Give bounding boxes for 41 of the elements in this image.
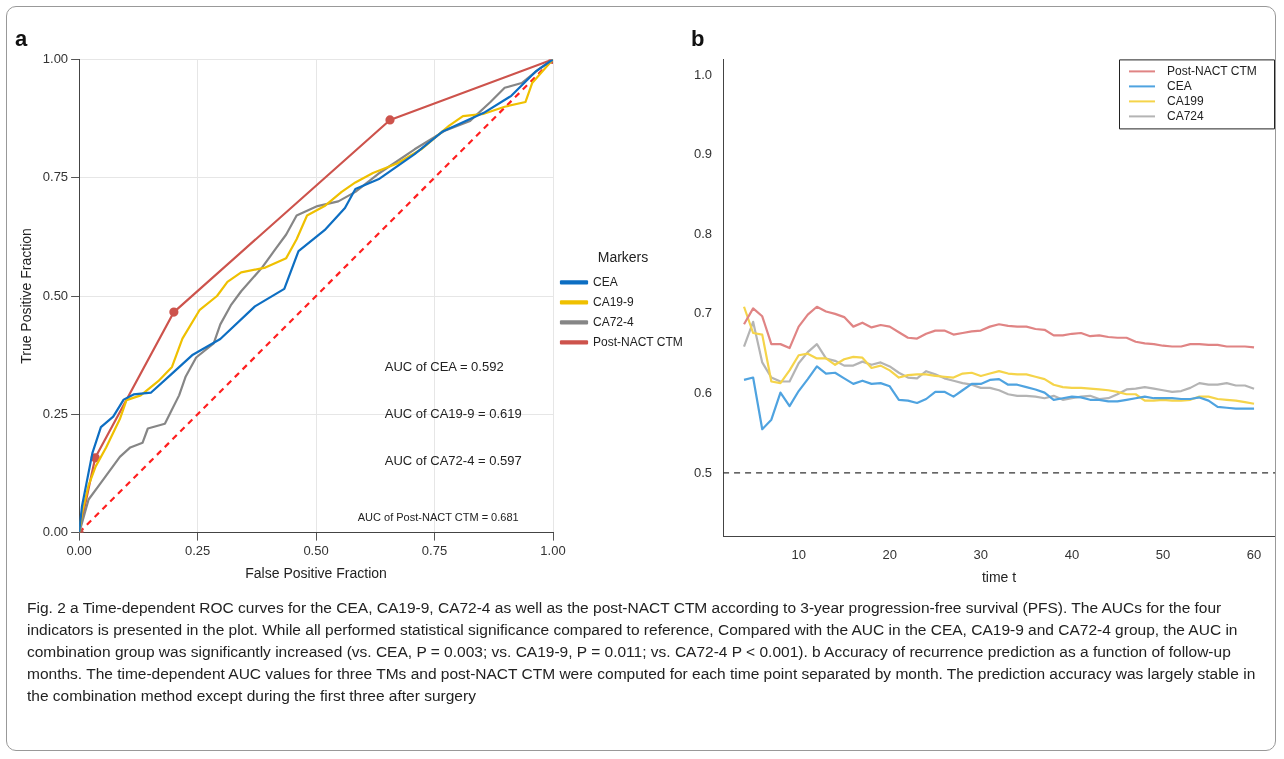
- chart-title: b: [691, 26, 705, 52]
- y-tick-label: 1.00: [42, 50, 69, 66]
- x-tick-label: 0.25: [184, 542, 211, 558]
- x-tick-label: 1.00: [540, 542, 566, 558]
- annotation: AUC of Post-NACT CTM = 0.681: [357, 511, 519, 524]
- legend-title: Markers: [597, 249, 649, 266]
- y-tick-label: 0.5: [693, 464, 713, 480]
- x-tick-label: 60: [1246, 546, 1262, 562]
- y-tick-label: 0.7: [693, 305, 713, 321]
- legend-label: CEA: [593, 274, 618, 289]
- x-axis-title: time t: [981, 569, 1017, 586]
- y-tick-label: 0.75: [42, 169, 69, 185]
- x-tick-label: 40: [1064, 546, 1080, 562]
- y-axis-title: True Positive Fraction: [18, 228, 35, 364]
- legend-label: CA724: [1167, 108, 1205, 123]
- x-tick-label: 10: [791, 546, 806, 562]
- legend-label: Post-NACT CTM: [1167, 63, 1257, 78]
- legend-label: CEA: [1167, 78, 1192, 93]
- y-tick-label: 0.50: [42, 287, 69, 303]
- y-tick-label: 0.8: [693, 225, 713, 241]
- x-tick-label: 30: [973, 546, 989, 562]
- y-tick-label: 0.9: [693, 146, 713, 162]
- x-tick-label: 0.50: [303, 542, 329, 558]
- legend-label: CA199: [1167, 93, 1205, 108]
- legend-label: Post-NACT CTM: [593, 334, 683, 349]
- legend-label: CA19-9: [593, 294, 635, 309]
- x-tick-label: 20: [882, 546, 897, 562]
- annotation: AUC of CEA = 0.592: [384, 358, 504, 374]
- x-axis-title: False Positive Fraction: [245, 565, 387, 582]
- x-tick-label: 0.00: [66, 542, 92, 558]
- legend-label: CA72-4: [593, 314, 635, 329]
- y-tick-label: 1.0: [693, 66, 713, 82]
- x-tick-label: 0.75: [421, 542, 448, 558]
- y-tick-label: 0.6: [693, 385, 713, 401]
- chart-title: a: [15, 26, 28, 52]
- annotation: AUC of CA72-4 = 0.597: [384, 453, 522, 469]
- y-tick-label: 0.00: [42, 524, 69, 540]
- y-tick-label: 0.25: [42, 405, 69, 421]
- annotation: AUC of CA19-9 = 0.619: [384, 405, 522, 421]
- caption: Fig. 2 a Time-dependent ROC curves for the CEA, CA19-9, CA72-4 as well as the post-NACT CTM according to 3-year progression-free survival (PFS). The AUCs for the four indicators is presented in the plot. While all performed statistical significance compared to reference, Compared with the AUC in the CEA, CA19-9 and CA72-4 group, the AUC in combination group was significantly increased (vs. CEA, P = 0.003; vs. CA19-9, P = 0.011; vs. CA72-4 P < 0.001). b Accuracy of recurrence prediction as a function of follow-up months. The time-dependent AUC values for three TMs and post-NACT CTM were computed for each time point separated by month. The prediction accuracy was largely stable in the combination method except during the first three after surgery: [27, 598, 1257, 706]
- x-tick-label: 50: [1155, 546, 1171, 562]
